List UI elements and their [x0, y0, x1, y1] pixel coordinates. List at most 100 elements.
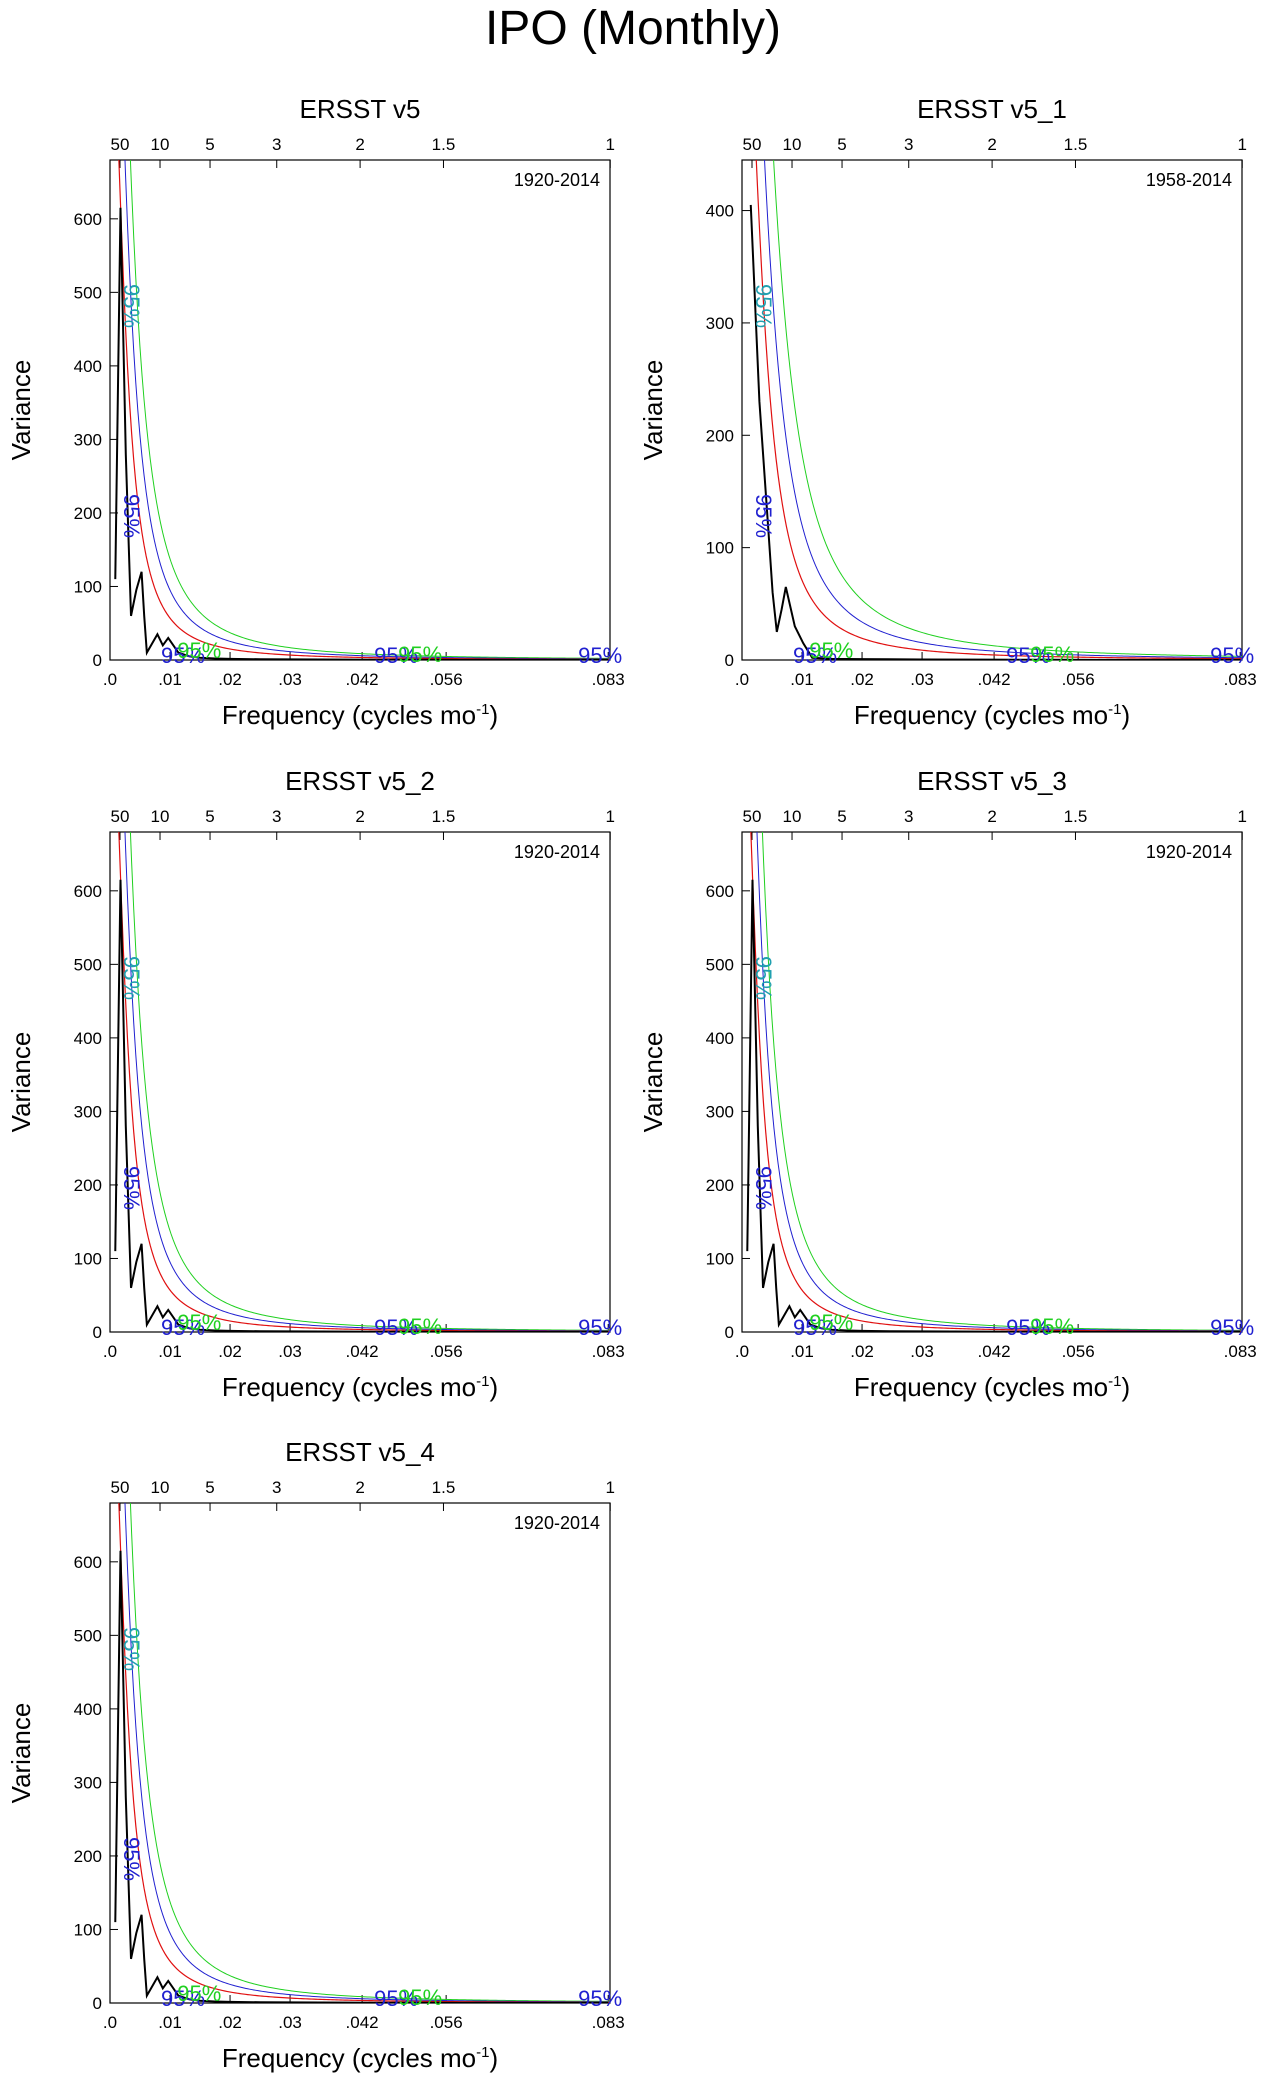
- sig-label-95: 95%: [1006, 1315, 1050, 1340]
- conf-95-line: [756, 832, 1242, 1332]
- sig-label-95: 95%: [1210, 643, 1254, 668]
- sig-label-rotated: 95%: [751, 284, 776, 328]
- x-tick-label: .042: [346, 670, 379, 689]
- period-tick-label: 10: [151, 1478, 170, 1497]
- period-tick-label: 50: [743, 807, 762, 826]
- y-tick-label: 200: [74, 1847, 102, 1866]
- chart-panel: ERSST v5 1920-2014 .0 .01 .02 .03 .042 .056 .083…: [6, 94, 625, 730]
- sig-label-99: 95%: [1030, 642, 1074, 667]
- x-axis-label-sup: -1: [1108, 1373, 1121, 1390]
- period-tick-label: 1.5: [1064, 807, 1088, 826]
- period-tick-label: 1: [605, 135, 614, 154]
- sig-label-95: 95%: [1006, 643, 1050, 668]
- period-label: 1920-2014: [514, 1513, 600, 1533]
- x-axis-label-close: ): [1121, 1372, 1130, 1402]
- y-tick-label: 600: [74, 1553, 102, 1572]
- period-tick-label: 1.5: [1064, 135, 1088, 154]
- period-tick-label: 2: [987, 807, 996, 826]
- y-tick-label: 100: [74, 577, 102, 596]
- period-tick-label: 5: [837, 807, 846, 826]
- period-tick-label: 3: [904, 135, 913, 154]
- sig-label-99: 95%: [398, 642, 442, 667]
- x-axis-label-close: ): [489, 700, 498, 730]
- period-tick-label: 1.5: [432, 1478, 456, 1497]
- x-tick-label: .01: [158, 670, 182, 689]
- x-tick-label: .0: [103, 1342, 117, 1361]
- x-tick-label: .03: [910, 670, 934, 689]
- x-tick-label: .0: [735, 1342, 749, 1361]
- period-tick-label: 50: [111, 135, 130, 154]
- period-tick-label: 3: [272, 135, 281, 154]
- period-label: 1920-2014: [1146, 842, 1232, 862]
- plot-frame: [109, 831, 611, 1333]
- y-tick-label: 600: [74, 210, 102, 229]
- sig-label-99: 95%: [177, 638, 221, 663]
- x-axis-label-close: ): [1121, 700, 1130, 730]
- x-axis-label-close: ): [489, 2043, 498, 2073]
- period-label: 1958-2014: [1146, 170, 1232, 190]
- plot-area: [114, 832, 610, 1332]
- x-axis-label-text: Frequency (cycles mo: [854, 1372, 1108, 1402]
- period-tick-label: 50: [111, 1478, 130, 1497]
- conf-95-line: [124, 832, 610, 1332]
- sig-label-95: 95%: [161, 1986, 205, 2011]
- period-tick-label: 2: [355, 1478, 364, 1497]
- y-axis-label: Variance: [638, 1032, 668, 1133]
- chart-panel: ERSST v5_3 1920-2014 .0 .01 .02 .03 .042 .056 .0…: [638, 766, 1257, 1402]
- period-tick-label: 2: [355, 807, 364, 826]
- y-tick-label: 200: [74, 504, 102, 523]
- plot-frame: [741, 831, 1243, 1333]
- sig-label-99: 95%: [809, 1310, 853, 1335]
- period-tick-label: 2: [987, 135, 996, 154]
- plot-area: [746, 832, 1242, 1332]
- x-axis-label-close: ): [489, 1372, 498, 1402]
- sig-label-rotated: 95%: [119, 494, 144, 538]
- y-tick-label: 0: [725, 651, 734, 670]
- y-axis-label: Variance: [6, 1032, 36, 1133]
- x-axis-label-text: Frequency (cycles mo: [222, 2043, 476, 2073]
- period-label: 1920-2014: [514, 842, 600, 862]
- y-tick-label: 200: [706, 426, 734, 445]
- x-tick-label: .056: [430, 670, 463, 689]
- y-tick-label: 400: [706, 1029, 734, 1048]
- panels: ERSST v51920-2014.0.01.02.03.042.056.083…: [6, 94, 1257, 2073]
- sig-label-95: 95%: [374, 1986, 418, 2011]
- plot-frame: [741, 159, 1243, 661]
- y-tick-label: 400: [706, 202, 734, 221]
- x-tick-label: .02: [218, 670, 242, 689]
- x-tick-label: .083: [1224, 1342, 1257, 1361]
- x-tick-label: .02: [218, 1342, 242, 1361]
- x-tick-label: .01: [158, 2013, 182, 2032]
- plot-area: [114, 1503, 610, 2003]
- x-tick-label: .01: [790, 670, 814, 689]
- y-tick-label: 300: [74, 1102, 102, 1121]
- x-tick-label: .083: [1224, 670, 1257, 689]
- y-tick-label: 300: [706, 314, 734, 333]
- y-tick-label: 100: [74, 1249, 102, 1268]
- sig-label-99: 95%: [1030, 1314, 1074, 1339]
- x-tick-label: .042: [978, 670, 1011, 689]
- y-axis-label: Variance: [6, 360, 36, 461]
- y-tick-label: 0: [93, 1323, 102, 1342]
- chart-panel: ERSST v5_4 1920-2014 .0 .01 .02 .03 .042 .056 .0…: [6, 1437, 625, 2073]
- x-axis-label: Frequency (cycles mo-1): [222, 1372, 498, 1402]
- sig-label-95: 95%: [578, 1986, 622, 2011]
- sig-label-95: 95%: [793, 643, 837, 668]
- conf-99-line: [773, 160, 1242, 657]
- y-tick-label: 200: [74, 1176, 102, 1195]
- sig-label-99: 95%: [398, 1314, 442, 1339]
- sig-label-95: 95%: [161, 643, 205, 668]
- y-tick-label: 600: [706, 882, 734, 901]
- period-tick-label: 3: [904, 807, 913, 826]
- sig-label-rotated: 95%: [751, 494, 776, 538]
- y-tick-label: 300: [74, 430, 102, 449]
- panel-title: ERSST v5_2: [285, 766, 435, 796]
- period-tick-label: 1.5: [432, 135, 456, 154]
- x-tick-label: .0: [735, 670, 749, 689]
- x-tick-label: .03: [910, 1342, 934, 1361]
- y-tick-label: 300: [74, 1773, 102, 1792]
- x-axis-label-text: Frequency (cycles mo: [222, 700, 476, 730]
- x-tick-label: .083: [592, 2013, 625, 2032]
- x-tick-label: .056: [1062, 670, 1095, 689]
- period-tick-label: 10: [783, 135, 802, 154]
